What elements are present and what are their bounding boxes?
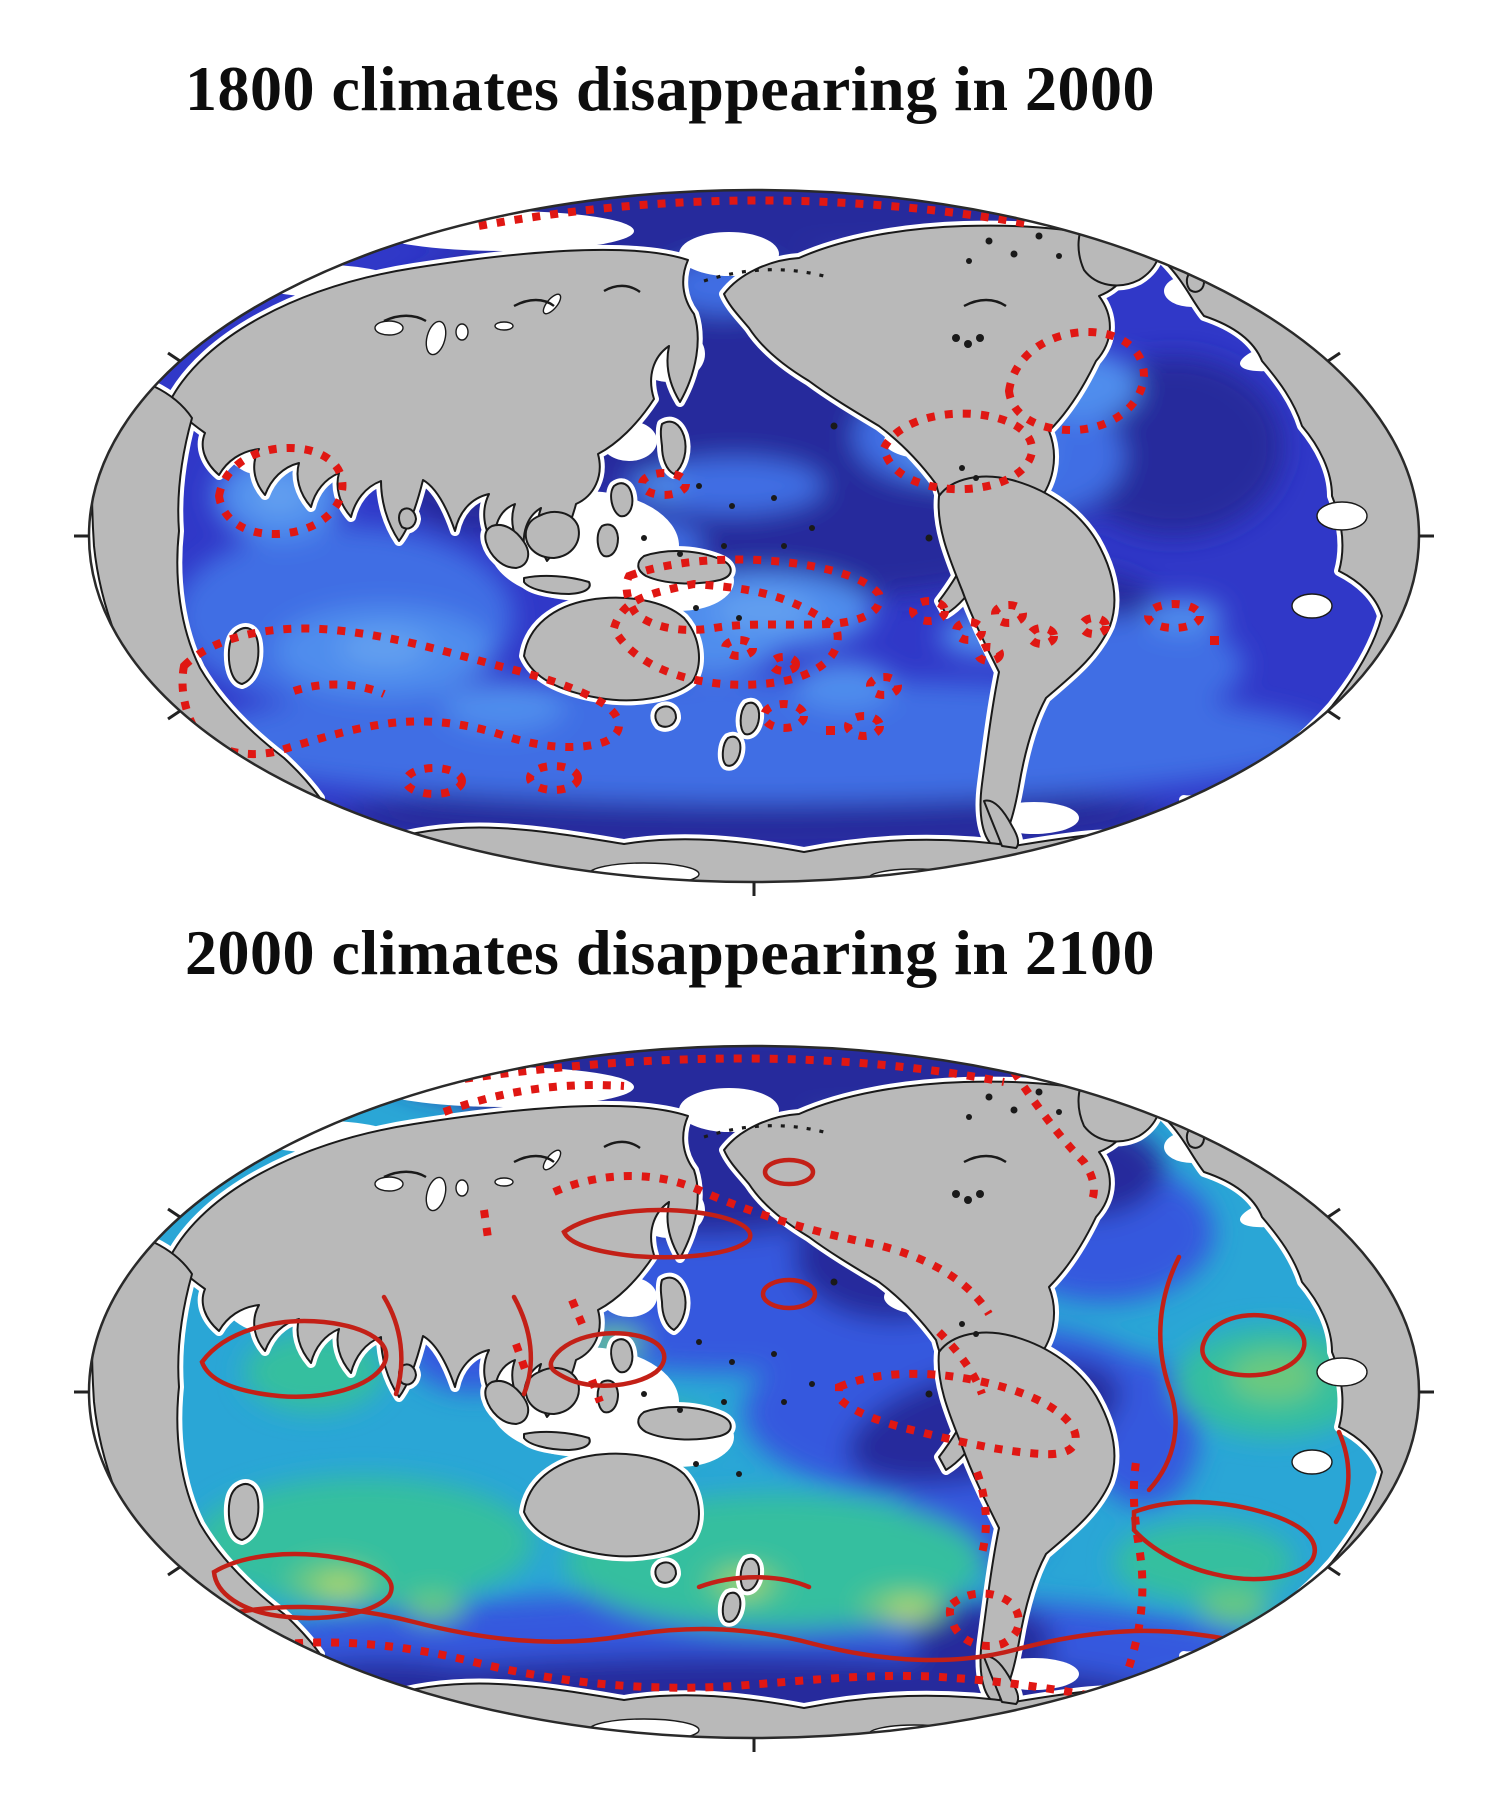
- contour-dotted-siberia-rim: [442, 1081, 625, 1116]
- contour-dotted-south-pacific: [622, 555, 884, 634]
- map-2000-2100: [74, 1042, 1434, 1752]
- contour-dotted-loop: [526, 762, 582, 794]
- contour-solid-newzealand: [696, 1575, 812, 1590]
- contour-dotted-philippine: [568, 1298, 586, 1326]
- contour-dotted-myanmar: [480, 1209, 492, 1239]
- contour-dotted-patagonia: [945, 1589, 1023, 1650]
- contour-solid-southern-wavy: [196, 1604, 1322, 1670]
- map2-solid-contours: [196, 1157, 1351, 1670]
- map1-title: 1800 climates disappearing in 2000: [185, 53, 1155, 124]
- contour-dotted-loop: [721, 636, 757, 660]
- contour-solid-loop: [762, 1157, 816, 1187]
- contour-dotted-chile: [973, 1470, 990, 1559]
- contour-dotted-arctic-rim: [428, 1054, 1005, 1088]
- contour-solid-africa-coast: [1333, 1429, 1351, 1525]
- contour-solid-mid-pacific: [548, 1331, 667, 1388]
- contour-dotted-south-indian: [178, 624, 623, 759]
- contour-solid-nw-pacific: [561, 1207, 753, 1260]
- contour-dotted-loop: [1026, 624, 1058, 648]
- contour-dotted-arctic-rim: [478, 196, 1030, 230]
- contour-dotted-labrador: [1010, 1069, 1098, 1202]
- contour-dotted-southern-band: [223, 1638, 1125, 1706]
- map1-graticule-ticks: [74, 351, 1434, 896]
- contour-solid-india-west: [381, 1294, 404, 1397]
- contour-dotted-subarctic-front: [552, 1172, 993, 1317]
- contour-dotted-loop: [402, 764, 466, 798]
- contour-dotted-arabian-sea: [214, 443, 347, 539]
- contour-dotted-north-atlantic: [1004, 327, 1149, 435]
- contour-solid-atlantic-meander: [1146, 1254, 1182, 1493]
- contour-solid-loop: [760, 1277, 818, 1311]
- world-map-1800-2000: [74, 188, 1434, 896]
- contour-dotted-loop: [1144, 600, 1204, 632]
- contour-dotted-eq-pacific: [835, 1369, 1080, 1459]
- contour-dotted-loop: [909, 597, 949, 625]
- world-map-2000-2100: [74, 1044, 1434, 1752]
- map2-title: 2000 climates disappearing in 2100: [185, 917, 1155, 988]
- contour-dotted-loop: [974, 643, 1004, 665]
- contour-dotted-loop: [991, 601, 1027, 627]
- contour-solid-bengal-east: [511, 1294, 534, 1397]
- contour-dotted-loop: [760, 700, 808, 732]
- contour-solid-south-atlantic: [1131, 1499, 1317, 1582]
- contour-dotted-loop: [952, 618, 986, 644]
- contour-solid-arabian: [199, 1318, 389, 1399]
- contour-dotted-java: [512, 1342, 530, 1374]
- map2-graticule-ticks: [74, 1207, 1434, 1752]
- map-1800-2000: [74, 186, 1434, 896]
- contour-dotted-loop: [844, 712, 884, 740]
- contour-dotted-loop: [1078, 614, 1110, 638]
- red-speck: [826, 726, 835, 735]
- contour-dotted-central-america: [936, 1329, 986, 1396]
- contour-solid-atlantic-loop: [1200, 1313, 1307, 1378]
- contour-dotted-loop: [768, 653, 800, 675]
- contour-dotted-loop: [866, 673, 902, 699]
- contour-dotted-central-pacific: [638, 469, 690, 499]
- red-speck: [1210, 636, 1219, 645]
- contour-dotted-tasman: [609, 579, 842, 689]
- map1-disappearing-climate-contours: [178, 196, 1219, 798]
